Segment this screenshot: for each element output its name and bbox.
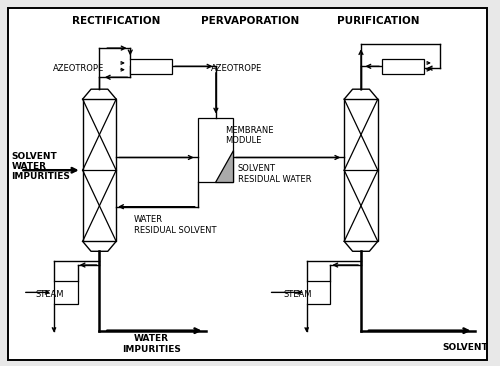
Text: AZEOTROPE: AZEOTROPE — [210, 64, 262, 72]
Text: SOLVENT
WATER
IMPURITIES: SOLVENT WATER IMPURITIES — [12, 152, 70, 182]
Text: SOLVENT
RESIDUAL WATER: SOLVENT RESIDUAL WATER — [238, 164, 311, 184]
Text: STEAM: STEAM — [35, 290, 64, 299]
Text: WATER
RESIDUAL SOLVENT: WATER RESIDUAL SOLVENT — [134, 215, 216, 235]
Bar — [306, 280, 330, 304]
Bar — [54, 280, 78, 304]
Bar — [198, 118, 233, 182]
Bar — [344, 99, 378, 241]
Text: WATER
IMPURITIES: WATER IMPURITIES — [122, 335, 180, 354]
Text: SOLVENT: SOLVENT — [442, 343, 488, 352]
Text: MEMBRANE
MODULE: MEMBRANE MODULE — [226, 126, 274, 145]
Text: PERVAPORATION: PERVAPORATION — [201, 16, 299, 26]
Bar — [382, 59, 424, 74]
Text: STEAM: STEAM — [283, 290, 312, 299]
Text: RECTIFICATION: RECTIFICATION — [72, 16, 161, 26]
Text: AZEOTROPE: AZEOTROPE — [52, 64, 104, 72]
Bar — [82, 99, 116, 241]
Text: PURIFICATION: PURIFICATION — [337, 16, 419, 26]
Polygon shape — [216, 150, 233, 182]
Bar — [130, 59, 172, 74]
